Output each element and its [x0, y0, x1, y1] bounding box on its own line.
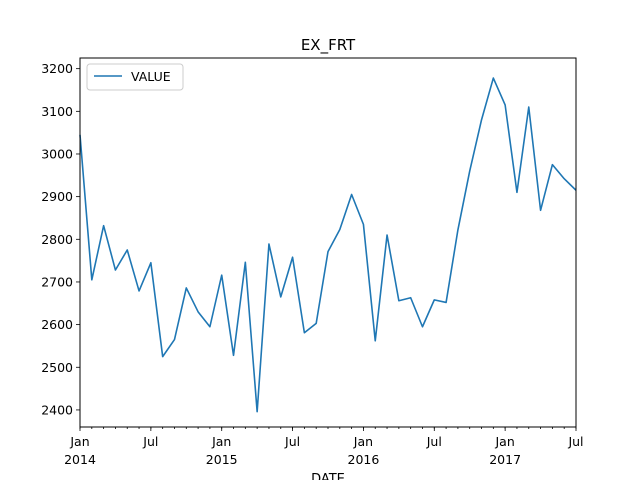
x-tick-label: Jul — [142, 434, 158, 449]
x-tick-year-label: 2016 — [348, 452, 380, 467]
x-tick-label: Jul — [284, 434, 300, 449]
x-tick-year-label: 2017 — [489, 452, 521, 467]
legend-label-value: VALUE — [131, 69, 171, 84]
x-axis-label: DATE — [311, 472, 345, 480]
y-tick-label: 2800 — [41, 232, 73, 247]
legend-box — [86, 63, 184, 91]
y-tick-label: 2700 — [41, 274, 73, 289]
series-line-value — [79, 77, 577, 413]
x-tick-label: Jan — [211, 434, 231, 449]
x-tick-label: Jan — [353, 434, 373, 449]
plot-area — [79, 57, 577, 428]
y-tick-label: 2900 — [41, 189, 73, 204]
chart-title: EX_FRT — [301, 36, 356, 55]
y-tick-label: 3200 — [41, 61, 73, 76]
y-tick-label: 3100 — [41, 104, 73, 119]
x-axis: Jan 2014 Jul Jan 2015 Jul Jan 2016 Jul Jan 2017 Jul — [64, 427, 584, 467]
y-tick-label: 2500 — [41, 360, 73, 375]
y-tick-label: 2400 — [41, 402, 73, 417]
y-axis: 2400 2500 2600 2700 2800 2900 3000 3100 3200 — [41, 61, 80, 417]
legend: VALUE — [86, 63, 184, 91]
x-tick-label: Jul — [426, 434, 442, 449]
y-tick-label: 2600 — [41, 317, 73, 332]
x-tick-year-label: 2014 — [64, 452, 96, 467]
y-tick-label: 3000 — [41, 146, 73, 161]
x-tick-label: Jan — [69, 434, 89, 449]
x-tick-year-label: 2015 — [206, 452, 238, 467]
plot-frame — [79, 57, 577, 428]
x-tick-label: Jan — [495, 434, 515, 449]
x-tick-label: Jul — [567, 434, 583, 449]
